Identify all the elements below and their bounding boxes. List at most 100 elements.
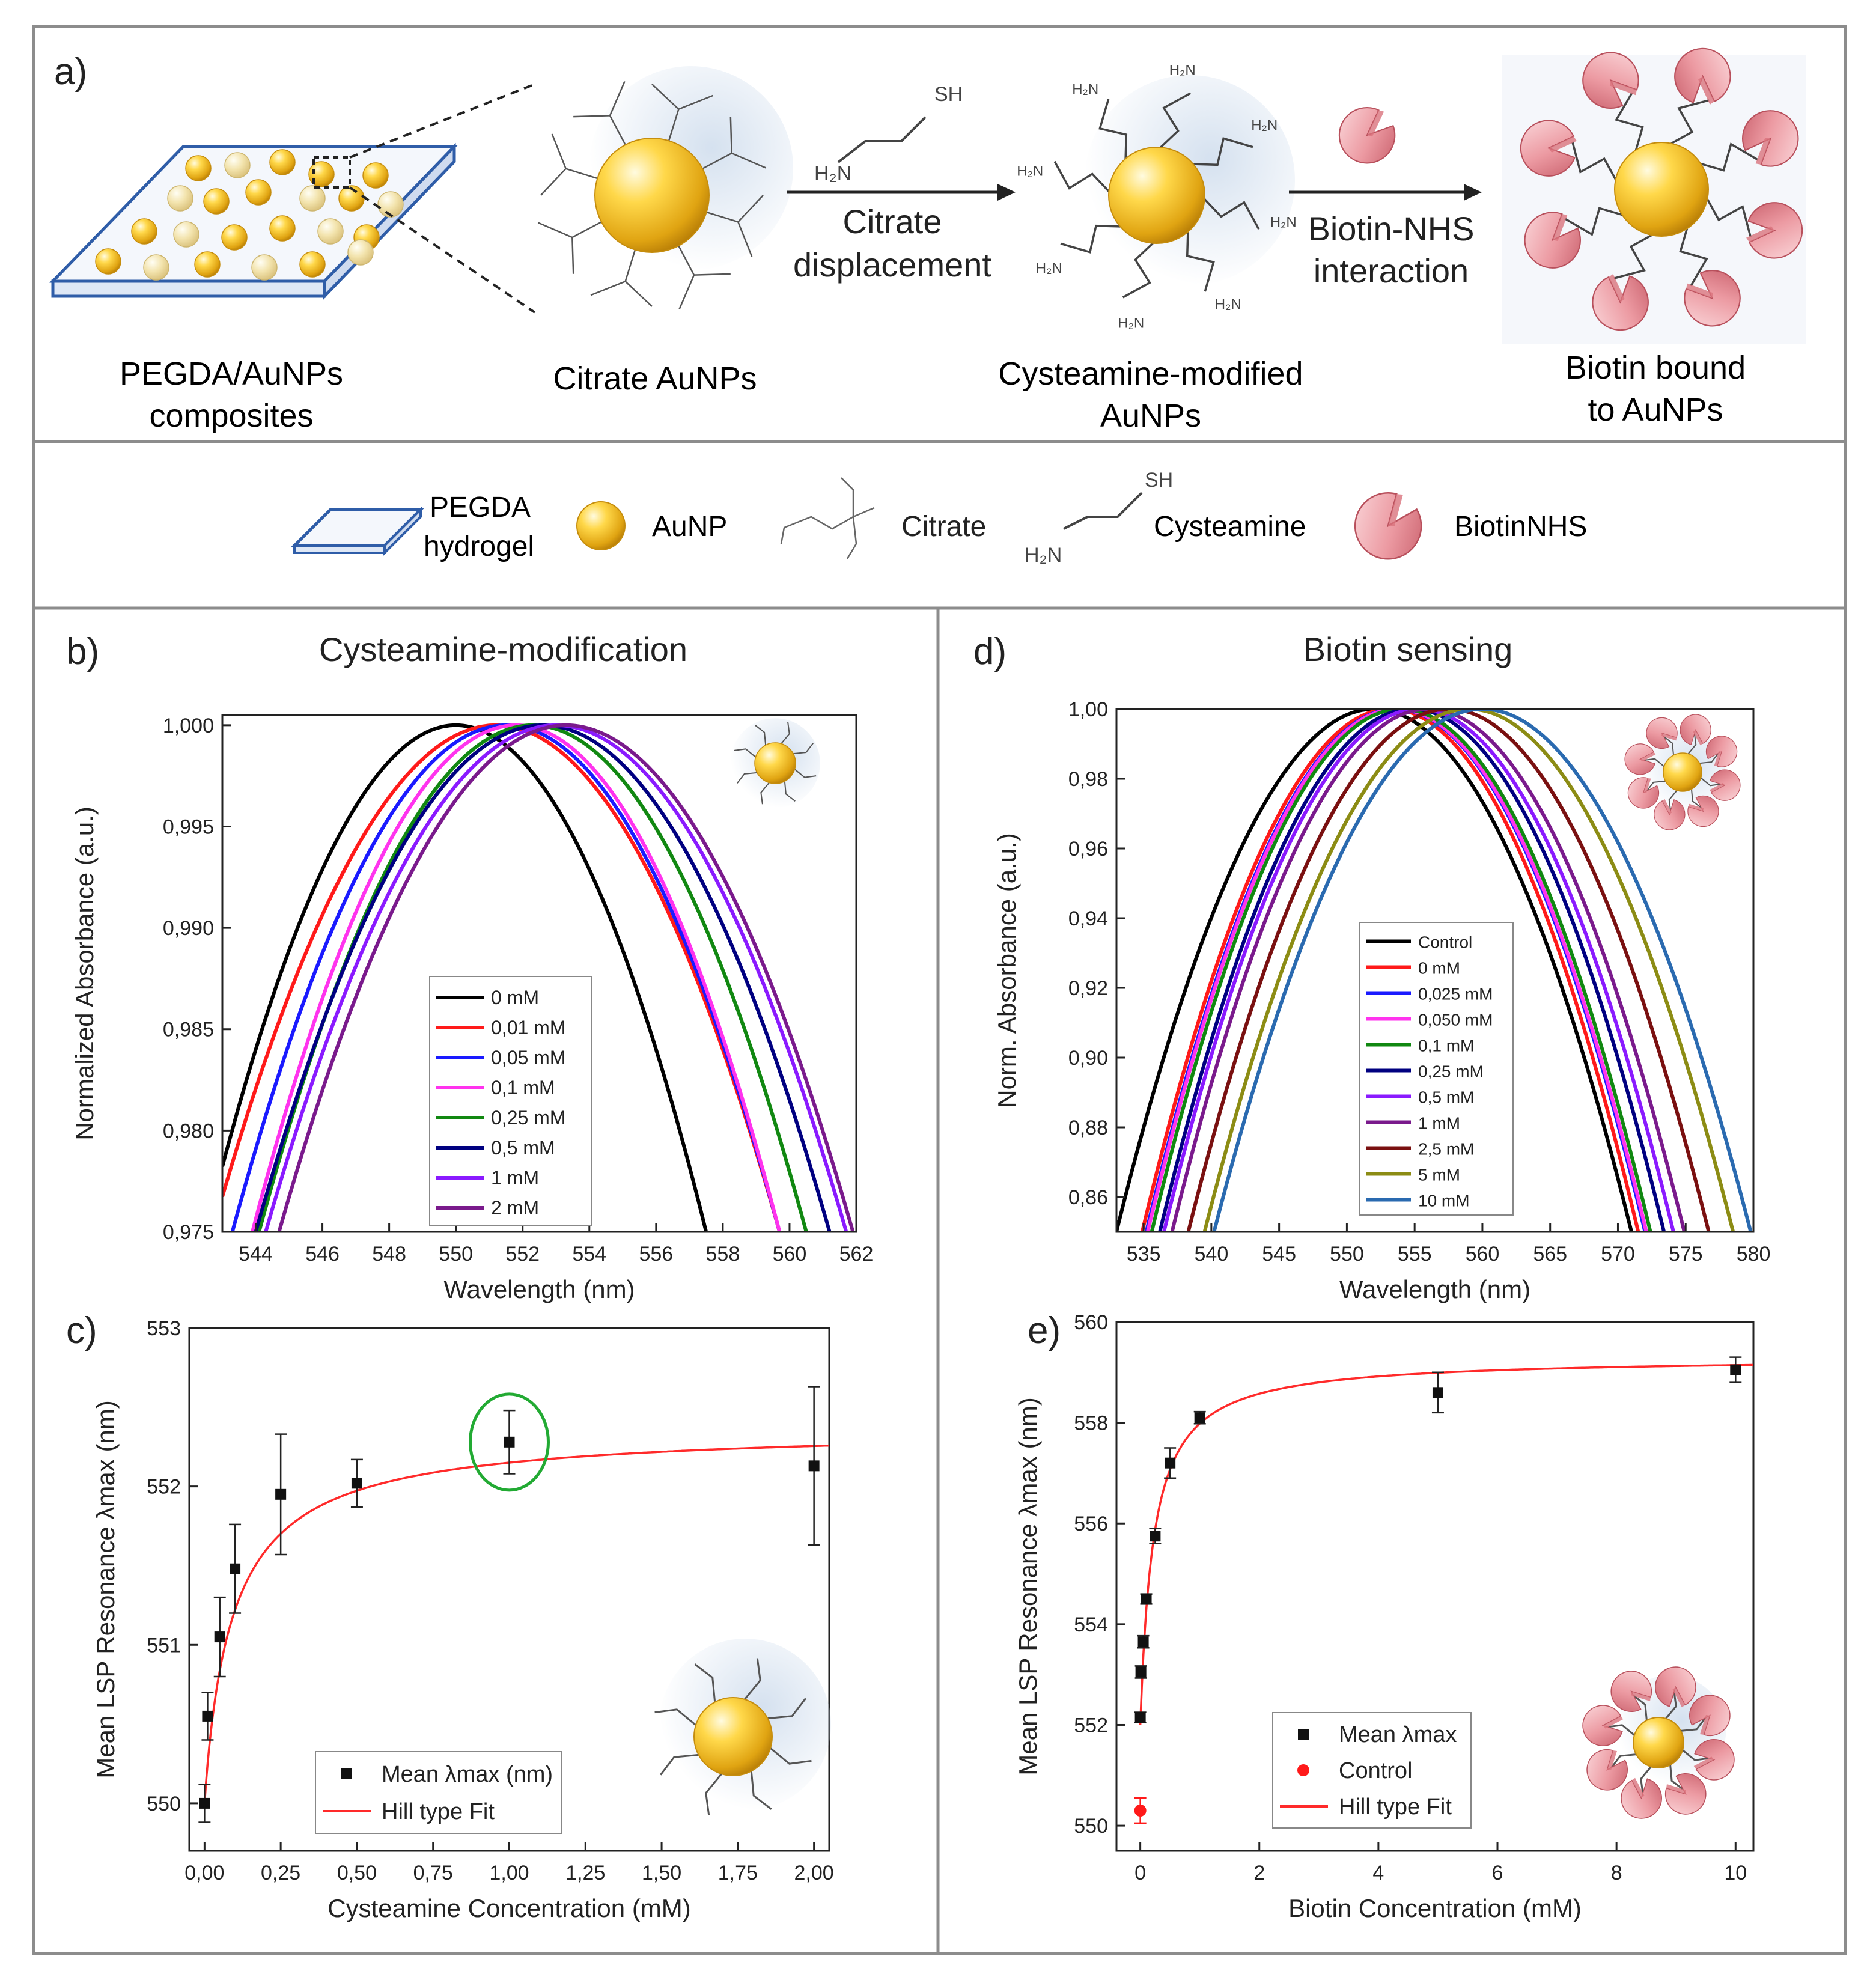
step-pegda-line2: composites: [149, 398, 313, 434]
data-point-c-4: [275, 1488, 287, 1500]
x-tick-label: 565: [1533, 1243, 1567, 1266]
inset-ligand: [694, 1663, 716, 1702]
y-tick-label: 1,00: [1068, 698, 1108, 721]
data-point-e-7: [1432, 1387, 1443, 1398]
cysteamine-terminal-label: H₂N: [1270, 215, 1297, 231]
chart-e: e) 0 2 4 6 8 10 550 552 554 556 558 560 Biotin Concen…: [1014, 1310, 1755, 1922]
inset-ligand: [1690, 789, 1702, 809]
cysteamine-ligand: [1122, 242, 1154, 299]
slab-nanoparticle: [308, 161, 335, 187]
citrate-branch: [571, 237, 574, 274]
series-line-b-7: [277, 723, 855, 1232]
legend-pegda-line1: PEGDA: [430, 492, 531, 523]
inset-ligand: [767, 1698, 806, 1720]
panel-letter-c: c): [66, 1310, 97, 1351]
legend-label: Control: [1418, 933, 1472, 952]
panel-a-letter: a): [54, 51, 87, 93]
step-biotin-line2: to AuNPs: [1588, 392, 1723, 428]
cysteamine-ligand: [1186, 231, 1215, 292]
slab-nanoparticle: [173, 221, 199, 248]
slab-nanoparticle: [299, 185, 326, 212]
citrate-branch: [624, 281, 653, 307]
highlight-ellipse: [469, 1392, 550, 1492]
inset-ligand: [1700, 777, 1722, 787]
chart-c: c) 0,00 0,25 0,50 0,75 1,00 1,25 1,50 1,75 2,00 55…: [66, 1310, 834, 1922]
x-tick-label: 560: [1466, 1243, 1500, 1266]
chart-title-b: Cysteamine-modification: [319, 630, 687, 668]
y-tick-label: 554: [1074, 1613, 1108, 1636]
x-tick-label: 555: [1398, 1243, 1432, 1266]
cysteamine-ligand: [1160, 92, 1192, 148]
x-tick-label: 2,00: [794, 1862, 834, 1884]
legend-label-fit: Hill type Fit: [1339, 1794, 1452, 1820]
biotin-linker: [1615, 92, 1644, 151]
inset-ligand: [793, 743, 814, 755]
y-tick-label: 0,96: [1068, 838, 1108, 861]
y-tick-label: 0,88: [1068, 1116, 1108, 1139]
x-tick-label: 0: [1134, 1862, 1146, 1884]
citrate-branch: [540, 168, 567, 196]
data-point-e-0: [1134, 1711, 1146, 1723]
data-point-c-5: [351, 1478, 362, 1489]
cysteamine-ligand: [1193, 137, 1253, 166]
panel-letter-e: e): [1028, 1310, 1061, 1351]
cysteamine-terminal-label: H₂N: [1017, 163, 1043, 179]
legend-cysteamine-sh: SH: [1145, 469, 1173, 492]
data-point-c-3: [230, 1563, 241, 1574]
series-line-d-5: [1158, 709, 1666, 1232]
legend-label: 0,1 mM: [491, 1077, 555, 1098]
inset-ligand: [1640, 1766, 1652, 1794]
inset-ligand: [1610, 1753, 1636, 1768]
legend-citrate-label: Citrate: [901, 511, 986, 543]
x-tick-label: 552: [505, 1243, 540, 1266]
x-tick-label: 540: [1195, 1243, 1229, 1266]
x-tick-label: 580: [1737, 1243, 1771, 1266]
y-tick-label: 560: [1074, 1311, 1108, 1334]
panel-letter-d: d): [973, 631, 1007, 672]
inset-ligand: [1646, 780, 1666, 791]
legend-label: 5 mM: [1418, 1166, 1460, 1184]
citrate-branch: [729, 117, 732, 154]
legend-label-fit: Hill type Fit: [382, 1799, 495, 1824]
legend-label: 2 mM: [491, 1197, 539, 1219]
citrate-branch: [573, 115, 611, 118]
biotin-linker: [1679, 228, 1708, 287]
reagent-h2n-label: H₂N: [814, 162, 851, 185]
x-tick-label: 554: [572, 1243, 606, 1266]
legend-box: [315, 1751, 562, 1834]
data-point-e-3: [1141, 1593, 1152, 1604]
inset-particle: [1663, 752, 1702, 792]
slab-nanoparticle: [245, 179, 272, 206]
y-tick-label: 558: [1074, 1412, 1108, 1435]
x-tick-label: 0,50: [337, 1862, 377, 1884]
citrate-aunp: [537, 66, 793, 310]
cysteamine-ligand: [1060, 224, 1121, 254]
data-point-e-8: [1730, 1364, 1741, 1375]
slab-nanoparticle: [167, 185, 193, 212]
y-tick-label: 0,980: [163, 1119, 214, 1142]
x-tick-label: 575: [1669, 1243, 1703, 1266]
y-tick-label: 556: [1074, 1512, 1108, 1535]
legend-label: 0,25 mM: [1418, 1062, 1484, 1081]
x-tick-label: 550: [1330, 1243, 1364, 1266]
series-group: [1116, 709, 1753, 1232]
inset-ligand: [1663, 736, 1675, 755]
plot-frame: [1115, 708, 1755, 1233]
y-tick-label: 550: [147, 1793, 181, 1815]
x-tick-label: 558: [706, 1243, 740, 1266]
y-tick-label: 552: [147, 1476, 181, 1499]
x-tick-label: 535: [1127, 1243, 1161, 1266]
legend-marker: [1298, 1729, 1309, 1740]
cysteamine-terminal-label: H₂N: [1251, 117, 1278, 133]
y-tick-label: 0,975: [163, 1221, 214, 1244]
slab-nanoparticle: [377, 191, 404, 218]
data-point-e-2: [1137, 1636, 1149, 1648]
y-axis-label-b: Normalized Absorbance (a.u.): [70, 806, 99, 1141]
inset-ligand: [744, 1658, 761, 1700]
biotin-linker: [1706, 198, 1752, 237]
legend-aunp-label: AuNP: [652, 511, 727, 543]
y-tick-label: 0,985: [163, 1019, 214, 1041]
y-axis-label-d: Norm. Absorbance (a.u.): [993, 833, 1021, 1108]
chart-d: d) Biotin sensing 535 540 545 550 555 560 565 570…: [973, 630, 1771, 1303]
legend-aunp: AuNP: [576, 501, 727, 550]
